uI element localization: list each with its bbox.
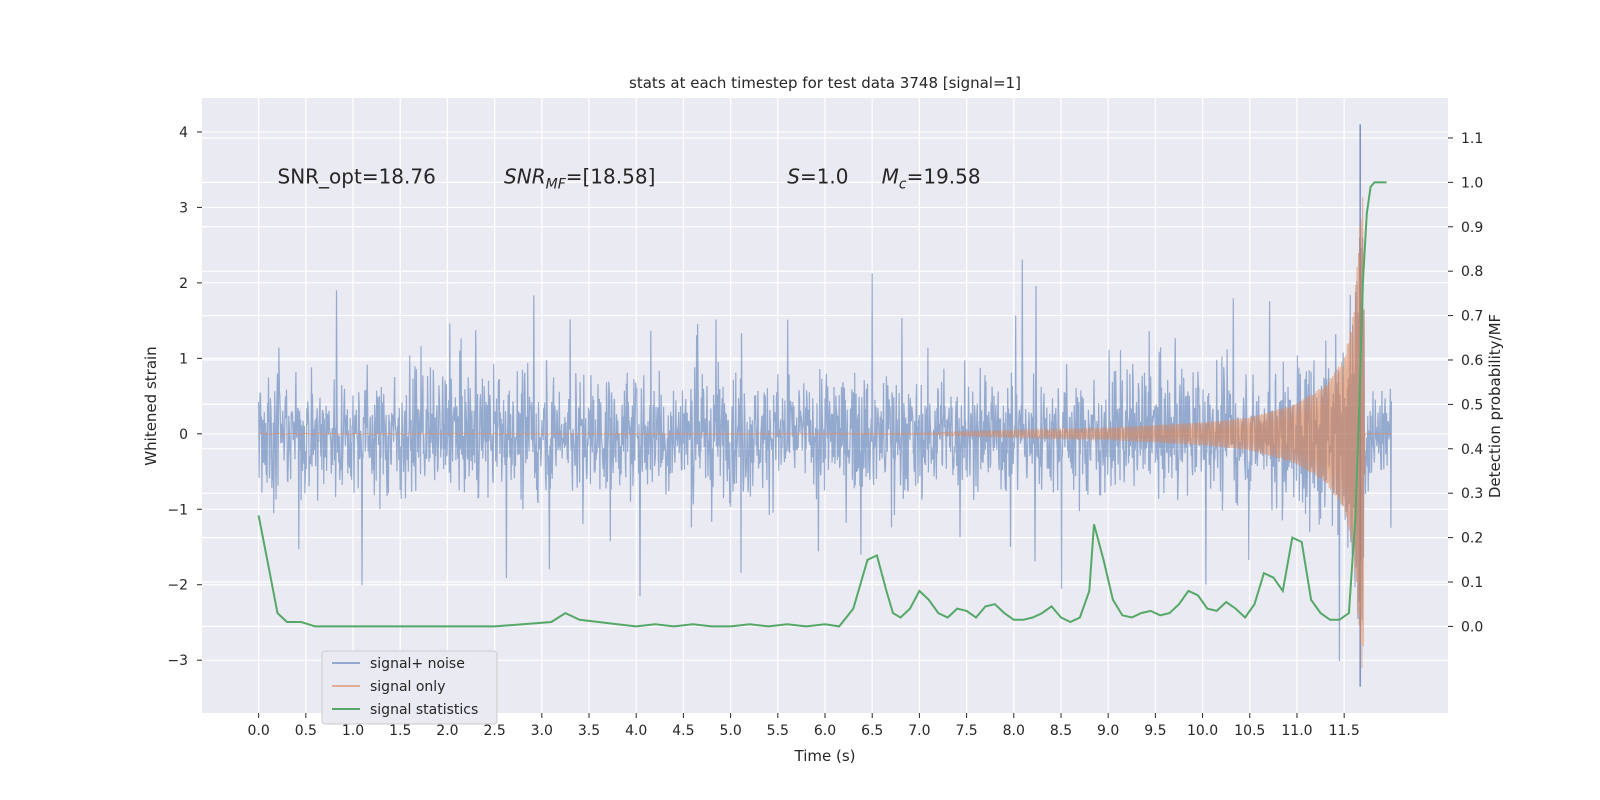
legend: signal+ noise signal only signal statist… — [321, 650, 498, 725]
y-right-tick-label: 0.2 — [1461, 531, 1483, 547]
y-axis-left-label: Whitened strain — [142, 346, 160, 465]
x-tick-label: 2.0 — [436, 723, 458, 739]
y-left-tick-label: 4 — [179, 125, 188, 141]
x-tick-label: 8.0 — [1003, 723, 1025, 739]
annotation-text: SNR_opt=18.76 — [278, 164, 436, 188]
x-tick-label: 1.0 — [342, 723, 364, 739]
legend-box — [321, 650, 498, 725]
y-right-tick-label: 0.0 — [1461, 619, 1483, 635]
y-left-tick-label: −3 — [167, 653, 188, 669]
x-tick-label: 10.5 — [1234, 723, 1265, 739]
y-left-tick-label: 3 — [179, 200, 188, 216]
x-tick-label: 0.5 — [295, 723, 317, 739]
ticks: 0.0 0.5 1.0 1.5 2.0 2.5 3.0 3.5 4.0 4.5 5.0 5.5 6.0 6… — [167, 125, 1483, 739]
signal-only-line — [258, 197, 1392, 669]
x-tick-label: 9.5 — [1144, 723, 1166, 739]
x-tick-label: 8.5 — [1050, 723, 1072, 739]
x-axis-label: Time (s) — [794, 747, 856, 765]
series-signal-only — [258, 197, 1392, 669]
x-tick-label: 4.0 — [625, 723, 647, 739]
chart-title: stats at each timestep for test data 374… — [629, 74, 1021, 92]
y-right-tick-label: 0.5 — [1461, 397, 1483, 413]
annotations: SNR_opt=18.76 SNRMF=[18.58] S=1.0 Mc=19.58 — [278, 164, 981, 192]
x-tick-label: 7.5 — [955, 723, 977, 739]
y-right-tick-label: 0.6 — [1461, 353, 1483, 369]
y-right-tick-label: 0.3 — [1461, 486, 1483, 502]
grid — [202, 98, 1448, 713]
y-right-tick-label: 0.7 — [1461, 309, 1483, 325]
x-tick-label: 7.0 — [908, 723, 930, 739]
annotation-text: S=1.0 — [787, 164, 848, 188]
annotation-text: Mc=19.58 — [882, 164, 981, 192]
x-tick-label: 4.5 — [672, 723, 694, 739]
y-left-tick-label: 1 — [179, 351, 188, 367]
y-left-tick-label: −1 — [167, 502, 188, 518]
x-tick-label: 5.0 — [719, 723, 741, 739]
legend-label-signal-plus-noise: signal+ noise — [370, 656, 465, 672]
legend-label-signal-only: signal only — [370, 679, 445, 695]
x-tick-label: 3.0 — [531, 723, 553, 739]
x-tick-label: 11.5 — [1329, 723, 1360, 739]
x-tick-label: 10.0 — [1187, 723, 1218, 739]
x-tick-label: 1.5 — [389, 723, 411, 739]
x-tick-label: 2.5 — [483, 723, 505, 739]
annotation-text: SNRMF=[18.58] — [504, 164, 655, 192]
x-tick-label: 5.5 — [767, 723, 789, 739]
y-right-tick-label: 0.9 — [1461, 220, 1483, 236]
y-right-tick-label: 0.8 — [1461, 264, 1483, 280]
x-tick-label: 6.5 — [861, 723, 883, 739]
legend-label-signal-statistics: signal statistics — [370, 702, 478, 718]
y-right-tick-label: 0.1 — [1461, 575, 1483, 591]
x-tick-label: 11.0 — [1281, 723, 1312, 739]
x-tick-label: 3.5 — [578, 723, 600, 739]
x-tick-label: 0.0 — [248, 723, 270, 739]
y-right-tick-label: 1.1 — [1461, 131, 1483, 147]
series-signal-statistics — [257, 181, 1387, 628]
y-left-tick-label: 0 — [179, 427, 188, 443]
x-tick-label: 9.0 — [1097, 723, 1119, 739]
x-tick-label: 6.0 — [814, 723, 836, 739]
signal-statistics-line — [257, 181, 1387, 628]
y-axis-right-label: Detection probability/MF — [1486, 314, 1504, 498]
y-left-tick-label: −2 — [167, 578, 188, 594]
y-right-tick-label: 1.0 — [1461, 175, 1483, 191]
y-left-tick-label: 2 — [179, 276, 188, 292]
y-right-tick-label: 0.4 — [1461, 442, 1483, 458]
